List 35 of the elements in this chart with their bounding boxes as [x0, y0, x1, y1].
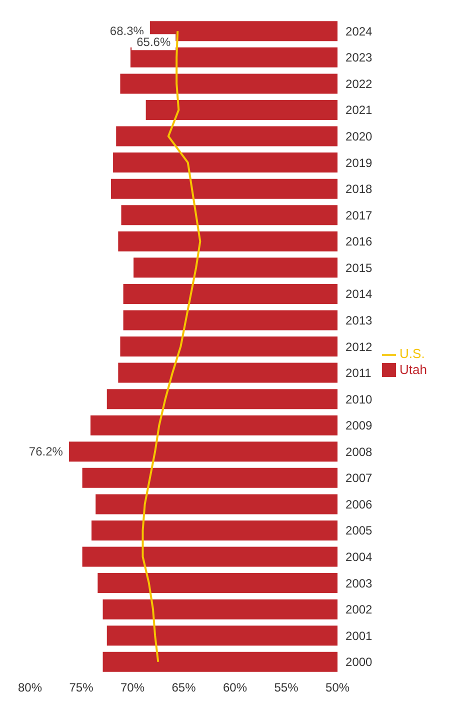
legend-label: U.S.	[400, 346, 425, 361]
y-tick-label: 2024	[346, 24, 373, 38]
y-tick-label: 2017	[346, 208, 373, 222]
legend-label: Utah	[400, 362, 427, 376]
y-tick-label: 2007	[346, 471, 373, 486]
y-tick-label: 2000	[346, 655, 373, 670]
y-tick-label: 2022	[346, 76, 373, 91]
y-tick-label: 2011	[346, 366, 372, 380]
x-tick-label: 80%	[18, 680, 42, 695]
y-tick-label: 2010	[346, 392, 373, 406]
y-tick-label: 2014	[346, 287, 373, 302]
data-label: 76.2%	[28, 444, 64, 459]
y-tick-label: 2021	[346, 103, 373, 118]
y-tick-label: 2012	[346, 340, 373, 354]
y-tick-label: 2013	[346, 313, 373, 328]
y-tick-label: 2005	[346, 524, 373, 538]
y-tick-label: 2020	[346, 130, 373, 144]
y-tick-label: 2023	[346, 50, 373, 65]
x-tick-label: 65%	[172, 680, 196, 695]
x-tick-label: 75%	[69, 680, 94, 695]
x-tick-label: 60%	[223, 680, 248, 695]
x-tick-label: 50%	[326, 680, 350, 695]
x-tick-label: 55%	[274, 680, 299, 695]
y-tick-label: 2015	[346, 260, 373, 275]
y-tick-label: 2008	[346, 444, 373, 459]
y-tick-label: 2003	[346, 576, 373, 590]
y-tick-label: 2002	[346, 602, 373, 617]
y-tick-label: 2016	[346, 234, 373, 249]
y-tick-label: 2004	[346, 550, 373, 564]
y-tick-label: 2006	[346, 497, 373, 512]
y-tick-label: 2001	[346, 628, 373, 643]
y-tick-label: 2009	[346, 418, 373, 433]
y-tick-label: 2018	[346, 182, 373, 196]
y-tick-label: 2019	[346, 156, 373, 170]
x-tick-label: 70%	[120, 680, 145, 695]
